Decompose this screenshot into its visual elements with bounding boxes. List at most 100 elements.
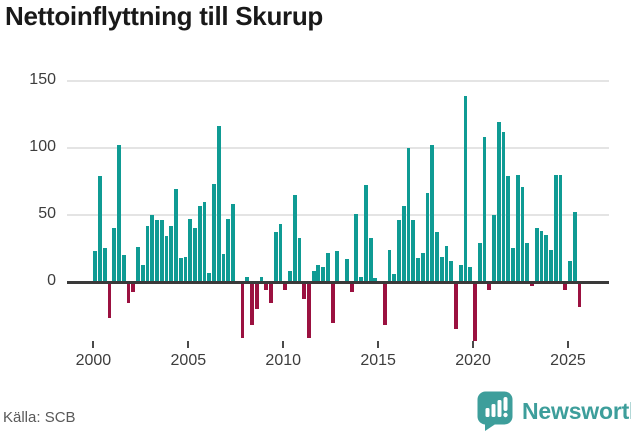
bar-quarter-84	[492, 214, 496, 282]
bar-quarter-57	[363, 185, 368, 282]
x-axis-label-2010: 2010	[265, 352, 302, 369]
bar-quarter-78	[463, 95, 468, 282]
bar-quarter-0	[93, 251, 98, 282]
bar-quarter-98	[558, 174, 563, 282]
bar-quarter-61	[382, 283, 387, 325]
bar-quarter-92	[530, 283, 534, 286]
x-axis-label-2015: 2015	[360, 352, 396, 369]
x-axis-tick-2005	[187, 341, 190, 348]
gridline-100	[67, 146, 609, 149]
bar-quarter-43	[297, 237, 302, 282]
bar-quarter-68	[416, 257, 420, 282]
bar-quarter-85	[496, 122, 501, 282]
bar-quarter-65	[401, 205, 406, 282]
bar-quarter-46	[311, 271, 316, 282]
bar-quarter-42	[292, 194, 297, 282]
newsworthy-bubble-icon	[477, 391, 513, 431]
bar-quarter-17	[174, 189, 178, 282]
bar-quarter-82	[482, 137, 487, 282]
bar-quarter-62	[387, 249, 392, 282]
bar-quarter-102	[577, 283, 582, 308]
bar-quarter-24	[207, 272, 212, 282]
bar-quarter-7	[126, 283, 131, 304]
x-axis-label-2005: 2005	[170, 352, 207, 369]
bar-quarter-32	[245, 276, 250, 282]
x-axis-tick-2015	[377, 341, 380, 348]
bar-quarter-38	[273, 232, 278, 282]
bar-quarter-20	[188, 218, 193, 282]
gridline-50	[67, 213, 609, 216]
bar-quarter-81	[477, 243, 482, 282]
bar-quarter-56	[359, 276, 364, 282]
bar-quarter-70	[425, 193, 430, 282]
bar-quarter-1	[98, 176, 102, 282]
bar-quarter-19	[183, 256, 188, 282]
bar-quarter-97	[553, 174, 558, 282]
newsworthy-logo[interactable]: Newsworthy	[476, 390, 631, 432]
bar-quarter-2	[102, 248, 107, 282]
bar-quarter-76	[454, 283, 458, 329]
bar-quarter-74	[444, 245, 449, 282]
bar-quarter-89	[515, 174, 520, 282]
x-axis-tick-2000	[92, 341, 95, 348]
bar-quarter-63	[392, 273, 397, 282]
bar-quarter-48	[321, 267, 326, 282]
bar-quarter-59	[373, 278, 378, 282]
bar-quarter-39	[278, 224, 283, 282]
bar-quarter-23	[202, 201, 207, 282]
bar-quarter-75	[449, 260, 454, 282]
bar-quarter-22	[197, 205, 202, 282]
bar-quarter-55	[354, 213, 359, 282]
bar-quarter-51	[335, 251, 340, 282]
gridline-150	[67, 79, 609, 82]
bar-quarter-5	[117, 145, 121, 282]
x-axis-label-2025: 2025	[550, 352, 586, 369]
bar-quarter-18	[178, 257, 183, 282]
bar-quarter-16	[169, 225, 174, 282]
bar-quarter-45	[307, 283, 311, 338]
bar-quarter-3	[107, 283, 112, 318]
bar-quarter-8	[131, 283, 136, 293]
bar-quarter-69	[420, 252, 425, 282]
bar-quarter-9	[136, 247, 140, 282]
bar-quarter-29	[231, 204, 235, 282]
bar-quarter-41	[288, 271, 292, 282]
bar-quarter-73	[439, 256, 444, 282]
bar-quarter-58	[368, 237, 373, 282]
bar-quarter-64	[397, 220, 401, 282]
bar-quarter-54	[349, 283, 354, 293]
baseline	[67, 281, 609, 284]
y-axis-label-0: 0	[47, 272, 56, 289]
bar-quarter-6	[121, 255, 126, 282]
bar-quarter-27	[221, 253, 226, 282]
bar-quarter-15	[164, 236, 169, 282]
bar-quarter-88	[511, 248, 515, 282]
chart-title: Nettoinflyttning till Skurup	[5, 1, 324, 31]
bar-quarter-11	[145, 225, 150, 282]
bar-quarter-87	[506, 176, 511, 282]
x-axis-tick-2010	[282, 341, 285, 348]
bar-quarter-12	[150, 214, 155, 282]
source-note: Källa: SCB	[3, 409, 76, 426]
bar-quarter-94	[539, 231, 544, 282]
bar-quarter-31	[240, 283, 245, 338]
newsworthy-wordmark: Newsworthy	[522, 397, 631, 424]
bar-quarter-66	[406, 147, 411, 282]
bar-quarter-40	[283, 283, 288, 290]
bar-quarter-33	[250, 283, 254, 325]
bar-quarter-99	[563, 283, 568, 290]
bar-quarter-37	[269, 283, 273, 304]
bar-quarter-44	[302, 283, 307, 300]
bar-quarter-26	[216, 126, 221, 282]
bar-quarter-96	[549, 249, 553, 282]
bar-quarter-67	[411, 220, 416, 282]
bar-quarter-93	[534, 228, 539, 282]
bar-quarter-14	[159, 220, 164, 282]
bar-quarter-95	[544, 235, 549, 282]
bar-quarter-50	[330, 283, 335, 324]
bar-quarter-72	[435, 232, 439, 282]
bar-quarter-53	[344, 259, 349, 282]
x-axis-tick-2025	[566, 341, 569, 348]
bar-quarter-13	[155, 220, 159, 282]
